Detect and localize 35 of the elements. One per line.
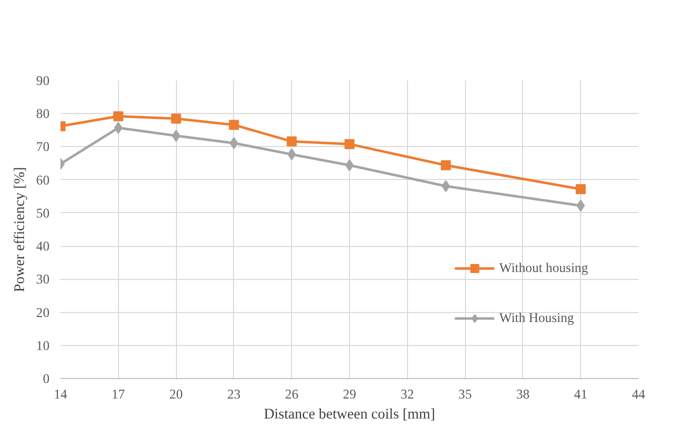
x-tick-label: 26 (285, 386, 299, 402)
x-tick-label: 44 (632, 386, 646, 402)
point (228, 120, 239, 130)
y-tick-label: 10 (36, 338, 50, 353)
x-tick-label: 14 (54, 386, 68, 402)
point (576, 184, 586, 194)
y-tick-label: 90 (36, 73, 50, 88)
y-tick-label: 70 (36, 139, 50, 154)
x-axis-title: Distance between coils [mm] (264, 406, 436, 422)
y-tick-label: 50 (36, 205, 50, 220)
x-tick-label: 41 (574, 386, 588, 402)
point (286, 136, 297, 146)
x-tick-label: 17 (112, 386, 126, 402)
y-tick-label: 80 (36, 106, 50, 122)
point (440, 160, 451, 170)
y-tick-label: 0 (42, 371, 50, 386)
point (172, 130, 180, 142)
legend-label: Without housing (499, 260, 588, 276)
point (345, 159, 354, 172)
point (113, 111, 124, 122)
point (171, 114, 182, 124)
point (344, 139, 354, 150)
x-tick-label: 32 (400, 386, 414, 402)
y-tick-label: 30 (36, 272, 50, 287)
point (230, 137, 238, 150)
y-tick-label: 20 (36, 304, 50, 320)
x-tick-label: 23 (227, 386, 241, 402)
legend-label: With Housing (499, 310, 574, 326)
x-tick-label: 35 (458, 386, 472, 402)
y-axis-title: Power efficiency [%] (12, 166, 28, 292)
x-tick-label: 38 (516, 386, 530, 402)
y-tick-label: 60 (36, 172, 50, 188)
y-tick-label: 40 (36, 238, 50, 254)
x-tick-label: 20 (169, 386, 184, 402)
x-tick-label: 29 (342, 386, 356, 402)
